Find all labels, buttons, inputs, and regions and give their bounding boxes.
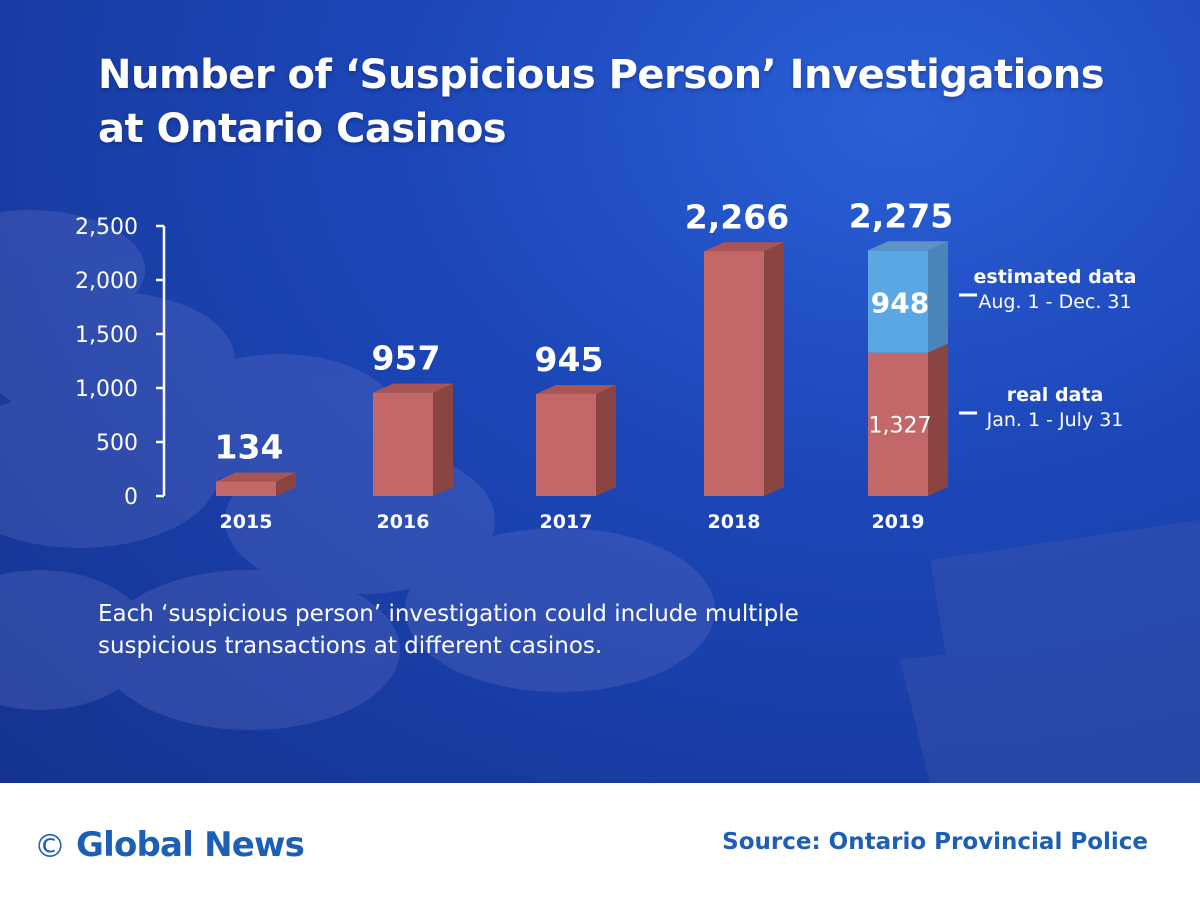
chart-title: Number of ‘Suspicious Person’ Investigat… [98, 52, 1105, 152]
y-tick-label: 2,500 [75, 215, 138, 240]
x-tick-label: 2017 [540, 511, 593, 533]
bar-segment-top [868, 241, 948, 251]
bar-2018 [704, 251, 764, 496]
source-credit: Source: Ontario Provincial Police [722, 829, 1148, 855]
y-tick-label: 1,500 [75, 323, 138, 348]
legend-range: Aug. 1 - Dec. 31 [978, 291, 1131, 313]
bar-2015-top [216, 472, 296, 482]
brand-logo: Global News [76, 825, 305, 865]
hero-panel: Number of ‘Suspicious Person’ Investigat… [0, 0, 1200, 783]
x-tick-label: 2019 [872, 511, 925, 533]
legend-label: real data [1007, 384, 1104, 406]
x-tick-label: 2015 [220, 511, 273, 533]
bar-segment-estimated [868, 250, 928, 353]
bar-2017-top [536, 384, 616, 394]
casino-chips-background [0, 210, 1200, 783]
y-tick-label: 0 [124, 485, 138, 510]
y-tick-label: 1,000 [75, 377, 138, 402]
bar-value-label: 2,266 [685, 197, 789, 236]
bar-2017 [536, 393, 596, 496]
bar-2018-side [764, 242, 784, 496]
legend-label: estimated data [974, 266, 1137, 288]
footnote: Each ‘suspicious person’ investigation c… [98, 601, 799, 659]
bar-2016-top [373, 383, 453, 393]
bar-2015 [216, 481, 276, 496]
bar-segment-real [868, 352, 928, 496]
bar-segment-side [928, 241, 948, 353]
segment-value-label: 948 [871, 286, 929, 319]
y-tick-label: 500 [96, 431, 138, 456]
bar-chart: 0 500 1,000 1,500 2,000 2,500 134 2015 957 2016 94… [75, 196, 1137, 533]
bar-2017-side [596, 384, 616, 496]
bar-segment-side [928, 343, 948, 496]
bar-value-label: 134 [215, 428, 284, 467]
x-tick-label: 2018 [708, 511, 761, 533]
bar-value-label: 957 [372, 339, 441, 378]
copyright-icon: © [34, 827, 66, 865]
bar-value-label: 945 [535, 340, 604, 379]
segment-value-label: 1,327 [869, 413, 932, 438]
bar-2015-side [276, 472, 296, 496]
bar-2016-side [433, 383, 453, 496]
y-tick-label: 2,000 [75, 269, 138, 294]
x-tick-label: 2016 [377, 511, 430, 533]
legend-range: Jan. 1 - July 31 [986, 409, 1124, 431]
bar-value-label: 2,275 [849, 196, 953, 235]
footer-bar [0, 783, 1200, 900]
bar-2016 [373, 392, 433, 496]
bar-2018-top [704, 242, 784, 252]
